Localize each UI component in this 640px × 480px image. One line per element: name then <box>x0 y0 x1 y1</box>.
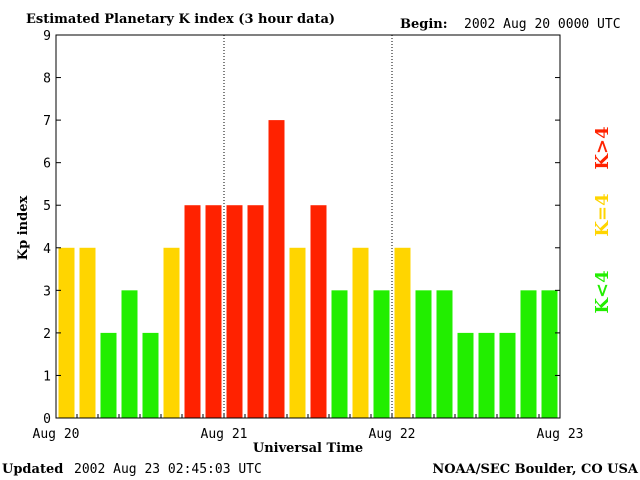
x-tick-label: Aug 21 <box>201 427 248 442</box>
x-tick-label: Aug 22 <box>369 427 416 442</box>
x-axis-label: Universal Time <box>253 441 363 456</box>
legend-item: K=4 <box>592 193 613 236</box>
y-tick-label: 5 <box>43 199 51 214</box>
legend-item: K>4 <box>592 126 613 169</box>
kp-bar <box>478 332 495 418</box>
kp-bar <box>436 290 453 418</box>
kp-bar <box>58 247 75 418</box>
y-tick-label: 6 <box>43 157 51 172</box>
kp-bar <box>184 205 201 418</box>
kp-bar <box>373 290 390 418</box>
y-tick-label: 1 <box>43 369 51 384</box>
kp-bar <box>415 290 432 418</box>
updated-value: 2002 Aug 23 02:45:03 UTC <box>74 462 262 477</box>
y-tick-label: 8 <box>43 72 51 87</box>
legend: K<4 K=4 K>4 <box>592 126 613 313</box>
y-tick-label: 9 <box>43 29 51 44</box>
kp-bar <box>268 120 285 418</box>
kp-bar <box>499 332 516 418</box>
begin-label: Begin: <box>400 17 448 32</box>
y-tick-label: 3 <box>43 284 51 299</box>
kp-bar <box>100 332 117 418</box>
kp-bar <box>310 205 327 418</box>
updated-label: Updated <box>2 462 63 477</box>
kp-bar <box>142 332 159 418</box>
y-tick-label: 2 <box>43 327 51 342</box>
kp-bar <box>247 205 264 418</box>
y-tick-label: 4 <box>43 242 51 257</box>
source-credit: NOAA/SEC Boulder, CO USA <box>432 462 639 477</box>
kp-bar <box>226 205 243 418</box>
chart-title: Estimated Planetary K index (3 hour data… <box>26 12 335 27</box>
x-tick-label: Aug 23 <box>537 427 584 442</box>
y-axis-label: Kp index <box>16 196 31 261</box>
kp-bar <box>121 290 138 418</box>
y-tick-label: 0 <box>43 412 51 427</box>
kp-bar <box>289 247 306 418</box>
kp-bar <box>394 247 411 418</box>
x-tick-label: Aug 20 <box>33 427 80 442</box>
kp-bar <box>331 290 348 418</box>
kp-bar <box>352 247 369 418</box>
kp-bar <box>79 247 96 418</box>
kp-bar <box>205 205 222 418</box>
kp-bar <box>457 332 474 418</box>
begin-value: 2002 Aug 20 0000 UTC <box>464 17 621 32</box>
kp-bar <box>163 247 180 418</box>
legend-item: K<4 <box>592 270 613 313</box>
kp-bar <box>520 290 537 418</box>
y-tick-label: 7 <box>43 114 51 129</box>
kp-bar <box>541 290 558 418</box>
plot-area: 0 1 2 3 4 5 6 7 8 9 Aug 20 Aug 21 Aug 22 Aug 23 <box>33 29 584 442</box>
